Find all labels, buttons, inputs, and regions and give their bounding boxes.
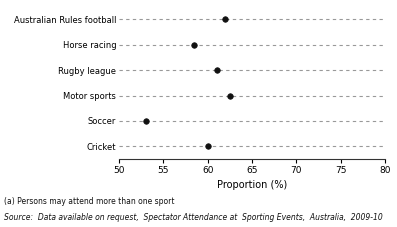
X-axis label: Proportion (%): Proportion (%) [217,180,287,190]
Text: Source:  Data available on request,  Spectator Attendance at  Sporting Events,  : Source: Data available on request, Spect… [4,213,383,222]
Text: (a) Persons may attend more than one sport: (a) Persons may attend more than one spo… [4,197,174,207]
